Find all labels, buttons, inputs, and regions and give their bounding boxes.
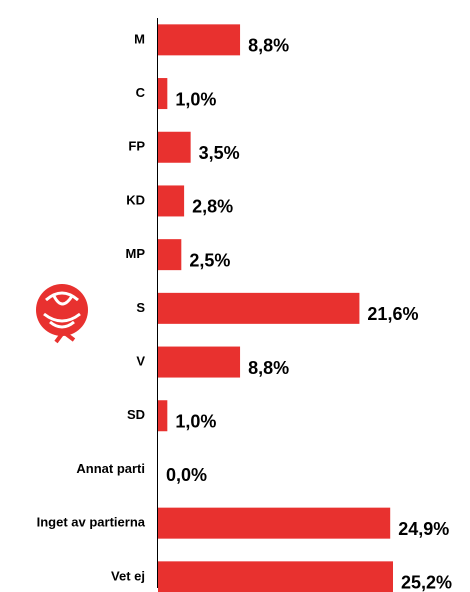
rose-leaves	[54, 332, 76, 344]
logo-rose	[36, 284, 88, 344]
bar	[158, 78, 168, 110]
bar	[158, 346, 241, 378]
bar	[158, 561, 393, 592]
bar	[158, 292, 360, 324]
value-label: 0,0%	[166, 465, 207, 485]
rose-petals	[43, 291, 81, 329]
bar	[158, 24, 241, 56]
category-label: C	[136, 85, 146, 100]
category-label: Inget av partierna	[37, 515, 146, 530]
value-label: 21,6%	[367, 304, 418, 324]
category-label: KD	[126, 192, 145, 207]
value-label: 2,8%	[192, 197, 233, 217]
value-label: 2,5%	[189, 250, 230, 270]
value-label: 24,9%	[398, 519, 449, 539]
value-label: 8,8%	[248, 36, 289, 56]
value-label: 1,0%	[175, 89, 216, 109]
category-label: Annat parti	[76, 461, 145, 476]
value-label: 1,0%	[175, 412, 216, 432]
category-label: S	[136, 300, 145, 315]
bar	[158, 400, 168, 432]
bar	[158, 507, 391, 539]
value-label: 8,8%	[248, 358, 289, 378]
category-label: Vet ej	[111, 568, 145, 583]
bar	[158, 185, 185, 217]
bar	[158, 131, 191, 163]
category-label: FP	[128, 139, 145, 154]
category-label: M	[134, 31, 145, 46]
category-label: V	[136, 353, 145, 368]
category-label: SD	[127, 407, 145, 422]
value-label: 25,2%	[401, 573, 452, 592]
category-label: MP	[126, 246, 146, 261]
value-label: 3,5%	[199, 143, 240, 163]
bar	[158, 239, 182, 271]
